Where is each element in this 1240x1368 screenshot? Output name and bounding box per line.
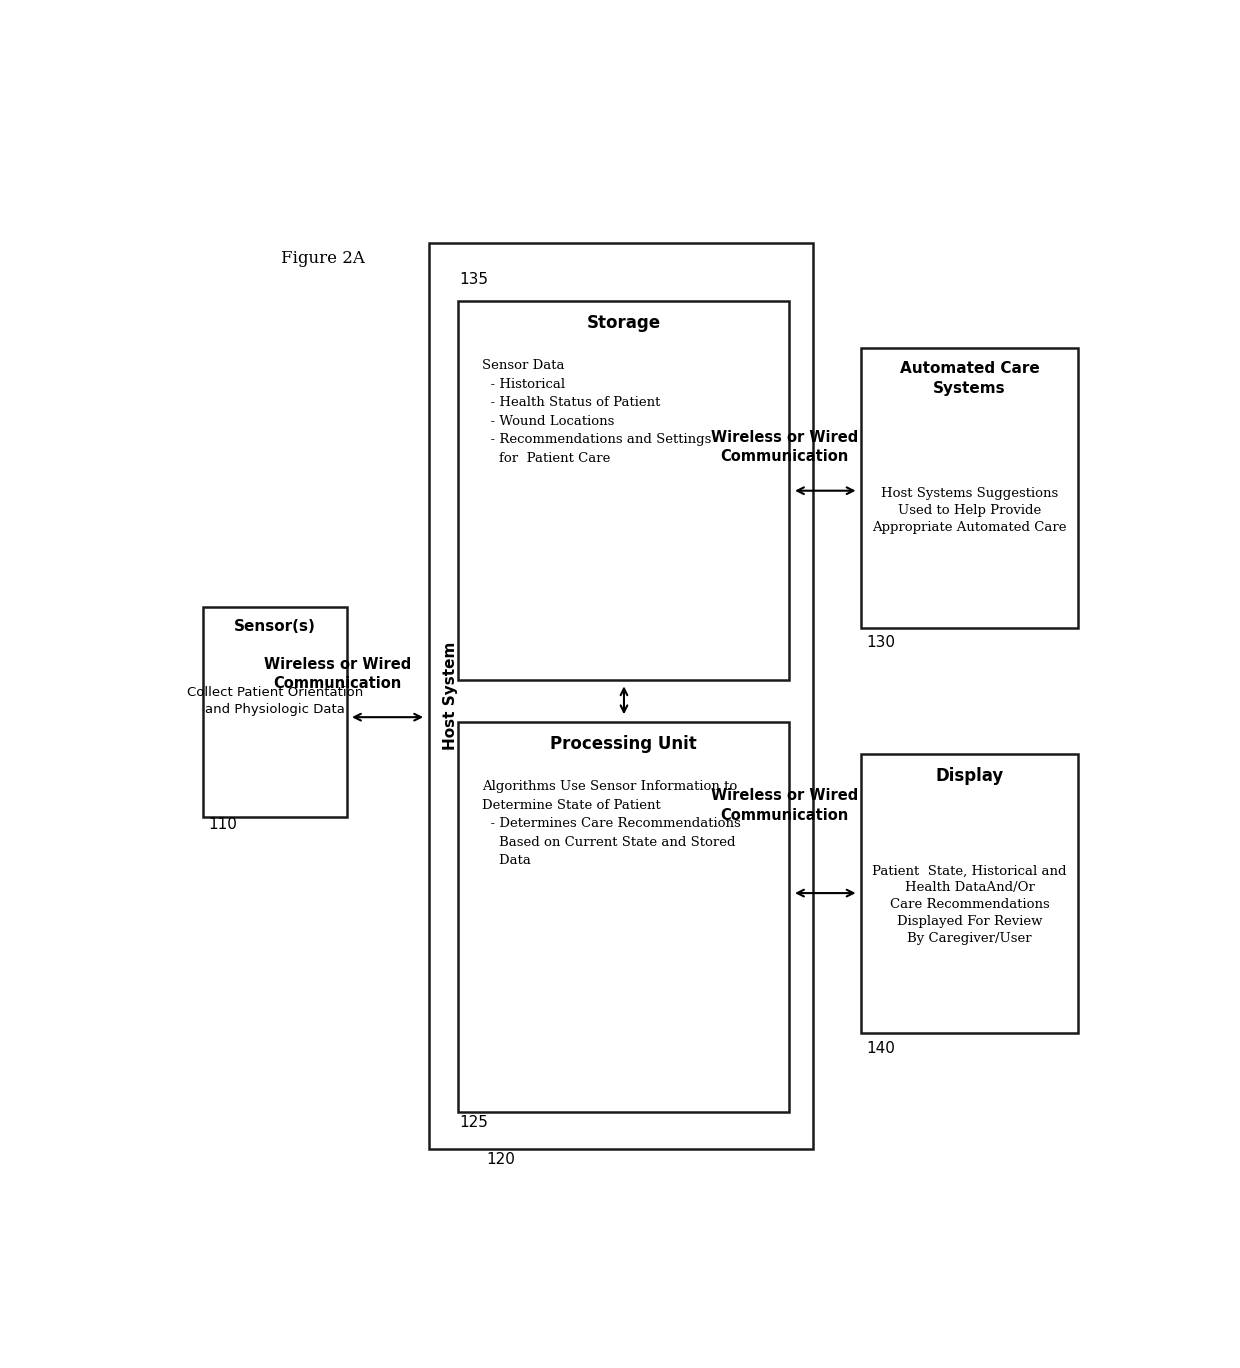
Text: Processing Unit: Processing Unit [551,735,697,752]
Bar [862,349,1078,628]
Text: Host System: Host System [443,642,458,750]
Text: Sensor Data
  - Historical
  - Health Status of Patient
  - Wound Locations
  - : Sensor Data - Historical - Health Status… [481,358,711,465]
Text: Algorithms Use Sensor Information to
Determine State of Patient
  - Determines C: Algorithms Use Sensor Information to Det… [481,780,740,867]
Text: Sensor(s): Sensor(s) [234,620,316,635]
Text: 125: 125 [460,1115,489,1130]
Bar [429,244,813,1149]
Text: Automated Care
Systems: Automated Care Systems [899,361,1039,395]
Bar [458,301,789,680]
Text: 110: 110 [208,817,237,832]
Text: Storage: Storage [587,313,661,331]
Bar [458,722,789,1112]
Text: Patient  State, Historical and
Health DataAnd/Or
Care Recommendations
Displayed : Patient State, Historical and Health Dat… [872,865,1066,945]
Text: Collect Patient Orientation
and Physiologic Data: Collect Patient Orientation and Physiolo… [187,687,363,717]
Bar [862,754,1078,1033]
Text: Figure 2A: Figure 2A [281,250,365,268]
Text: 120: 120 [486,1152,516,1167]
Text: 135: 135 [460,272,489,287]
Bar [203,606,347,817]
Text: Wireless or Wired
Communication: Wireless or Wired Communication [711,788,858,822]
Text: Wireless or Wired
Communication: Wireless or Wired Communication [711,430,858,464]
Text: 140: 140 [866,1041,895,1056]
Text: 130: 130 [866,635,895,650]
Text: Host Systems Suggestions
Used to Help Provide
Appropriate Automated Care: Host Systems Suggestions Used to Help Pr… [872,487,1066,534]
Text: Display: Display [935,766,1003,785]
Text: Wireless or Wired
Communication: Wireless or Wired Communication [264,657,412,691]
